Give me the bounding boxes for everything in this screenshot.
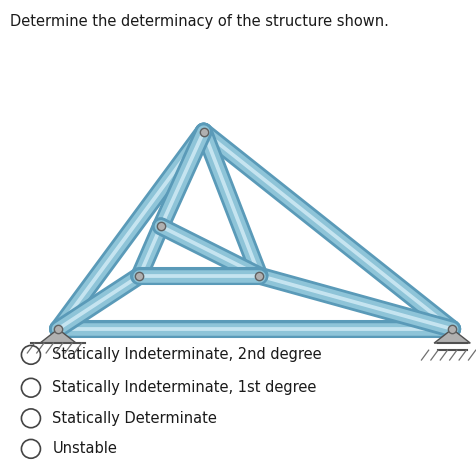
Text: Statically Indeterminate, 2nd degree: Statically Indeterminate, 2nd degree — [52, 347, 322, 362]
Text: Statically Indeterminate, 1st degree: Statically Indeterminate, 1st degree — [52, 380, 317, 395]
Text: Unstable: Unstable — [52, 441, 117, 456]
Text: Determine the determinacy of the structure shown.: Determine the determinacy of the structu… — [10, 14, 388, 29]
Text: Statically Determinate: Statically Determinate — [52, 411, 217, 426]
Polygon shape — [434, 329, 470, 343]
Polygon shape — [40, 329, 76, 343]
